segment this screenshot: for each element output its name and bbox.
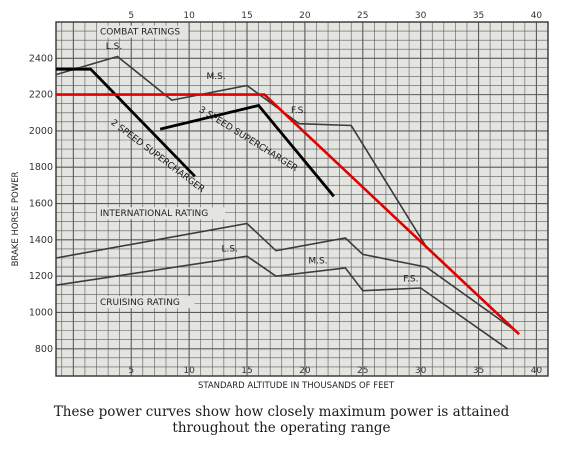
annotation-label: F.S. (291, 106, 306, 116)
series-line-5 (56, 93, 520, 336)
annotation-label: L.S. (106, 42, 122, 52)
x-tick-label-top: 10 (183, 11, 195, 21)
annotation-label: F.S. (403, 275, 418, 285)
y-tick-label: 2400 (29, 53, 53, 64)
annotation-label: L.S. (222, 245, 238, 255)
y-tick-label: 1800 (29, 162, 53, 173)
x-tick-label: 20 (299, 366, 311, 376)
power-chart: 5 5 10 10 15 15 20 20 25 25 30 30 35 35 40 40 800 1000 120… (11, 11, 549, 391)
plot-frame (55, 21, 549, 377)
y-tick-label: 800 (35, 344, 53, 355)
x-tick-label-top: 15 (241, 11, 252, 21)
x-tick-label: 15 (241, 366, 252, 376)
x-axis-title: STANDARD ALTITUDE IN THOUSANDS OF FEET (198, 381, 395, 391)
y-tick-label: 1200 (29, 271, 53, 282)
annotation-label: M.S. (206, 72, 225, 82)
x-tick-label-top: 20 (299, 11, 311, 21)
x-tick-label: 30 (415, 366, 427, 376)
x-tick-label: 10 (183, 366, 195, 376)
y-tick-label: 1400 (29, 235, 53, 246)
y-tick-label: 2200 (29, 90, 53, 101)
section-label-international: INTERNATIONAL RATING (100, 209, 208, 219)
y-tick-label: 1600 (29, 199, 53, 210)
caption-line-2: throughout the operating range (172, 420, 391, 436)
x-tick-label-top: 40 (531, 11, 543, 21)
caption-line-1: These power curves show how closely maxi… (53, 404, 510, 420)
annotation-label: M.S. (308, 256, 327, 266)
section-label-backing (96, 296, 195, 309)
plot-background (56, 22, 548, 376)
section-label-backing (96, 207, 225, 220)
series-line-3 (56, 67, 196, 178)
x-tick-label: 35 (473, 366, 484, 376)
y-axis-title: BRAKE HORSE POWER (11, 172, 21, 267)
x-tick-label-top: 35 (473, 11, 484, 21)
y-tick-label: 1000 (29, 307, 53, 318)
y-tick-label: 2000 (29, 126, 53, 137)
section-label-cruising: CRUISING RATING (100, 298, 180, 308)
series-line-0 (55, 55, 428, 248)
x-tick-label-top: 30 (415, 11, 427, 21)
x-tick-label: 5 (128, 366, 134, 376)
x-tick-label-top: 25 (357, 11, 368, 21)
series-line-4 (159, 103, 335, 198)
series-line-2 (55, 255, 508, 350)
section-label-combat: COMBAT RATINGS (100, 28, 180, 38)
section-label-backing (96, 25, 189, 38)
series-line-1 (55, 222, 520, 334)
caption: These power curves show how closely maxi… (0, 404, 563, 436)
x-tick-label: 40 (531, 366, 543, 376)
x-tick-label: 25 (357, 366, 368, 376)
x-tick-label-top: 5 (128, 11, 134, 21)
